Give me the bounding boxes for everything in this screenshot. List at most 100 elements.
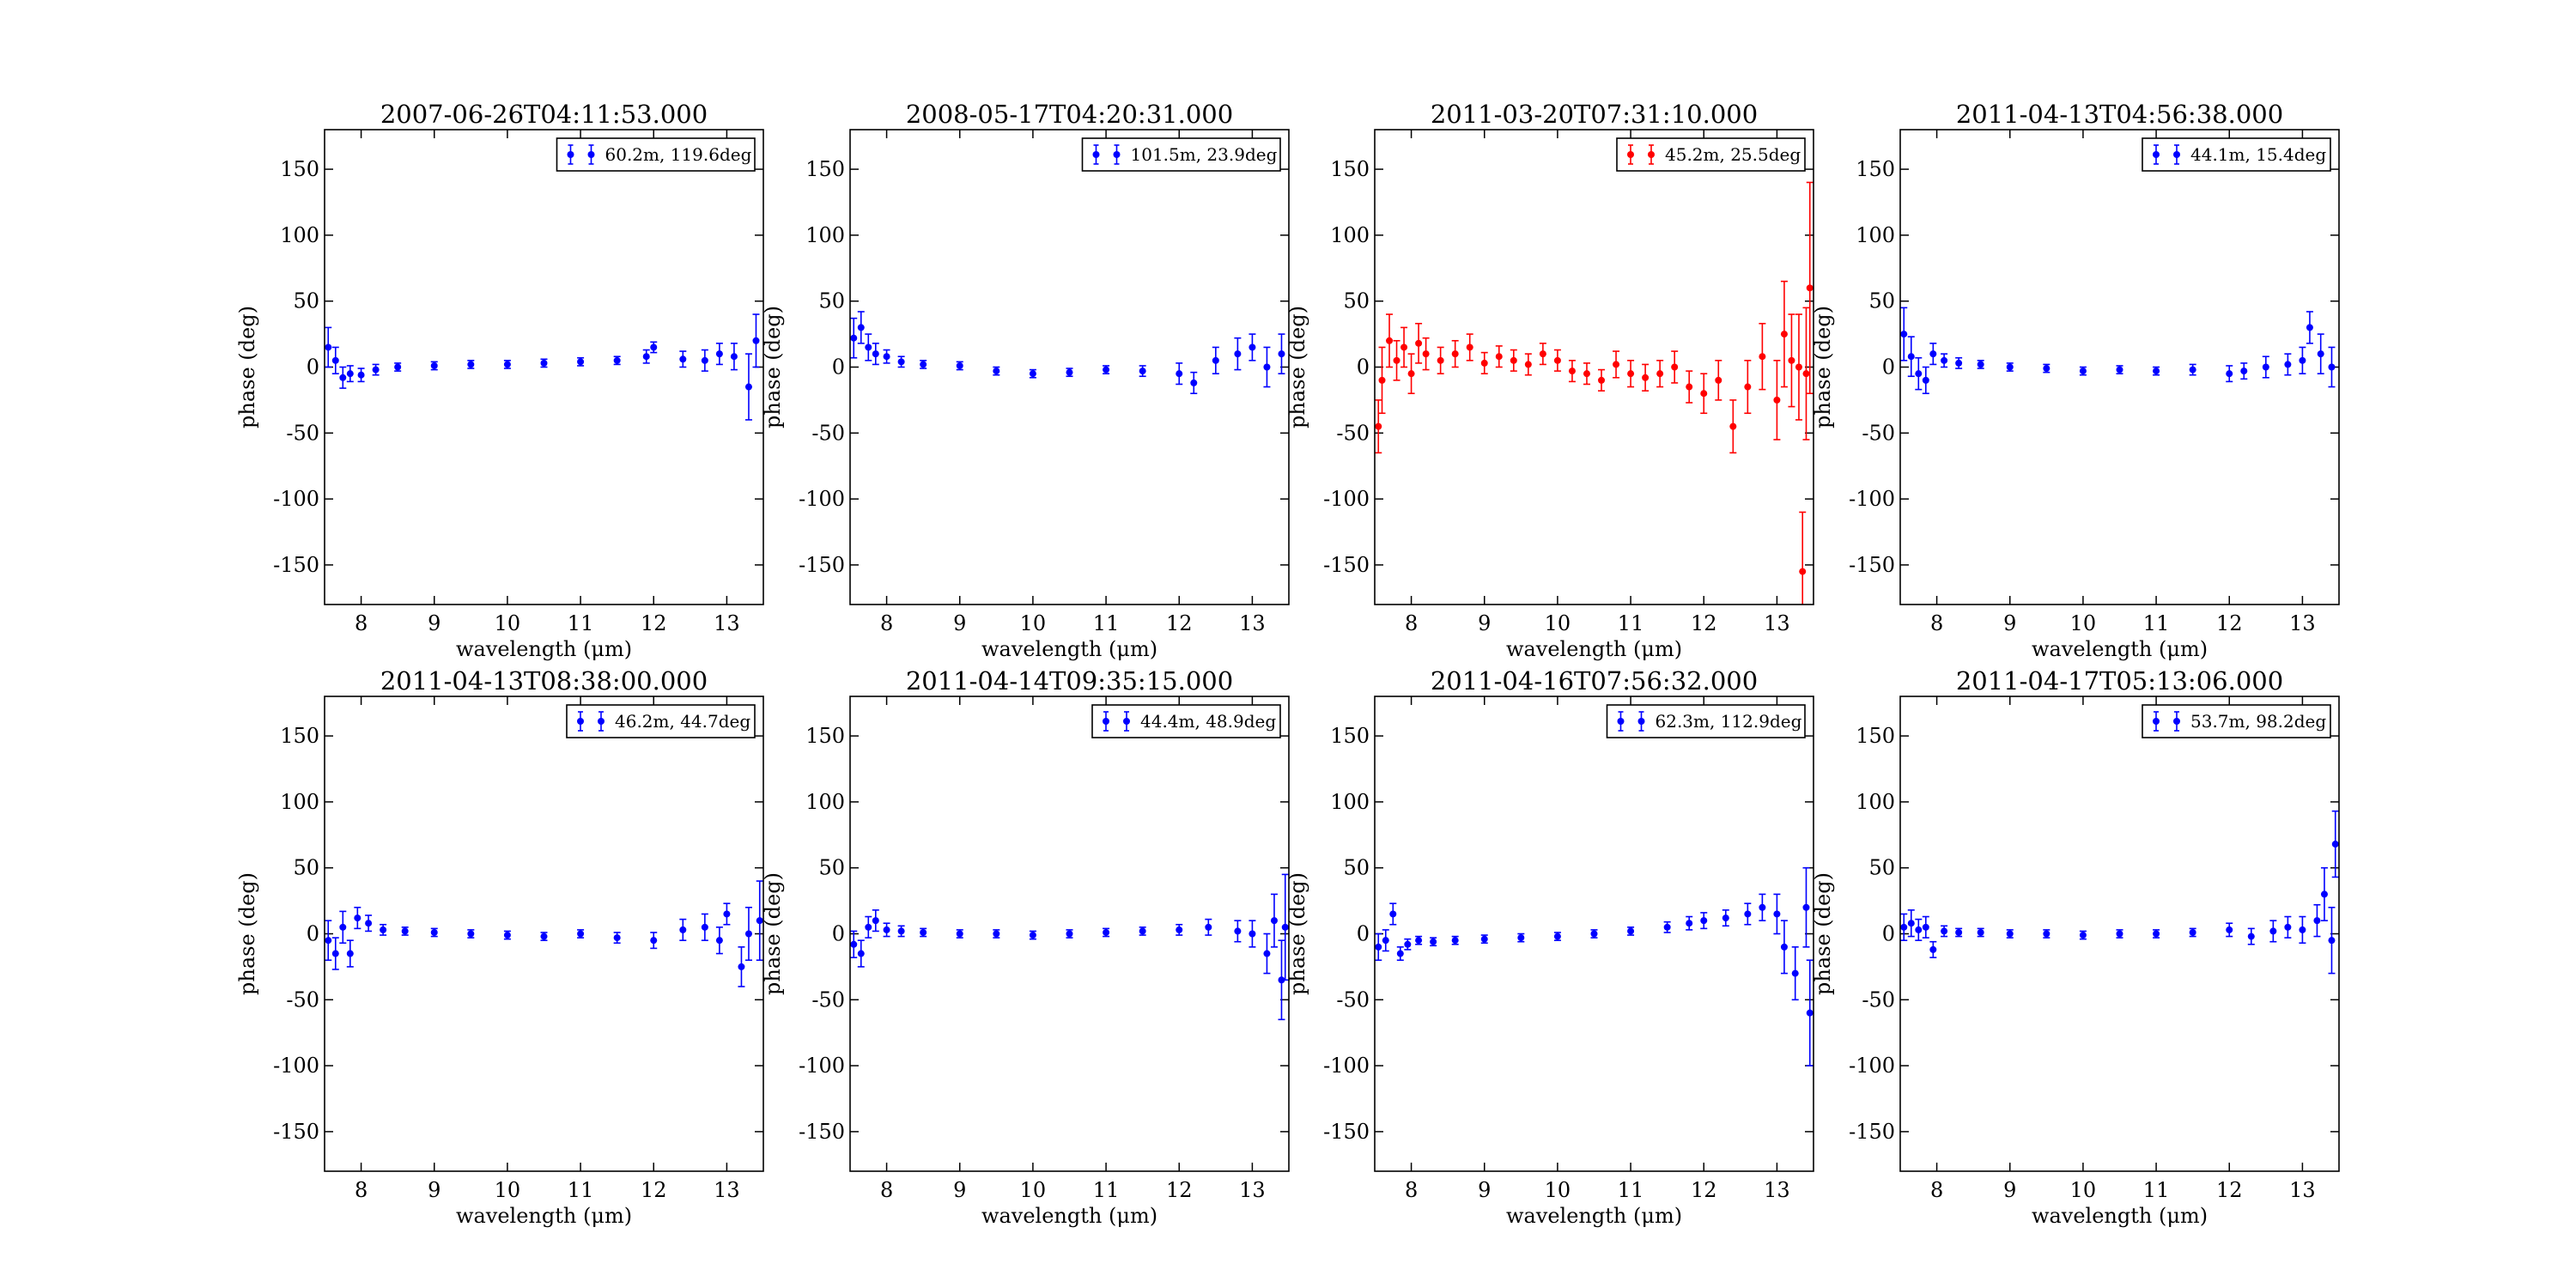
data-point — [1780, 280, 1788, 388]
data-point — [993, 929, 1000, 939]
x-tick-label: 13 — [1239, 611, 1266, 635]
x-axis-label: wavelength (μm) — [2032, 637, 2208, 661]
legend: 45.2m, 25.5deg — [1616, 137, 1806, 172]
data-point — [1278, 333, 1285, 374]
data-point — [1656, 360, 1664, 388]
data-point — [1806, 181, 1814, 395]
y-tick-label: 100 — [1856, 223, 1895, 247]
y-tick-label: 0 — [1357, 922, 1370, 946]
data-point — [1627, 927, 1635, 936]
data-point — [920, 927, 927, 938]
data-point — [1941, 353, 1948, 368]
legend-marker — [1637, 711, 1645, 732]
data-point — [577, 356, 585, 367]
x-tick-label: 9 — [428, 611, 440, 635]
data-point — [2079, 366, 2087, 376]
data-point — [2331, 810, 2339, 878]
y-axis-label: phase (deg) — [761, 306, 785, 428]
subplot-title: 2011-04-13T08:38:00.000 — [380, 666, 708, 696]
legend: 46.2m, 44.7deg — [566, 704, 756, 738]
data-point — [865, 333, 872, 361]
data-point — [2153, 929, 2160, 939]
data-point — [346, 365, 354, 383]
data-point — [1583, 362, 1590, 386]
legend-marker — [1648, 144, 1655, 165]
x-axis-label: wavelength (μm) — [456, 1204, 632, 1228]
data-point — [2226, 365, 2233, 383]
legend-marker — [1617, 711, 1625, 732]
data-point — [1977, 360, 1984, 369]
data-point — [1103, 365, 1110, 374]
data-point — [1671, 350, 1679, 384]
plot-frame — [324, 129, 764, 605]
data-point — [2313, 903, 2321, 938]
x-tick-label: 10 — [2070, 1178, 2097, 1202]
data-point — [1234, 920, 1242, 943]
data-point — [1955, 356, 1963, 369]
data-point — [1281, 873, 1289, 981]
plot-frame — [1899, 696, 2340, 1172]
y-tick-label: -150 — [1849, 1120, 1895, 1144]
x-tick-label: 11 — [1618, 611, 1644, 635]
y-axis-label: phase (deg) — [1285, 872, 1309, 995]
data-point — [1553, 932, 1561, 941]
data-point — [1900, 307, 1908, 361]
legend-marker — [567, 144, 574, 165]
data-point — [1190, 371, 1198, 395]
data-point — [1590, 929, 1598, 939]
data-point — [1598, 368, 1606, 392]
data-point — [1404, 938, 1412, 951]
y-tick-label: -150 — [273, 1120, 319, 1144]
data-point — [2320, 866, 2328, 921]
data-point — [1430, 937, 1437, 947]
y-tick-label: 50 — [293, 856, 319, 880]
data-point — [1510, 349, 1517, 372]
x-tick-label: 8 — [1405, 611, 1418, 635]
x-tick-label: 8 — [1930, 611, 1943, 635]
y-tick-label: -150 — [273, 553, 319, 577]
y-tick-label: 100 — [805, 223, 845, 247]
data-point — [650, 932, 658, 950]
legend-marker — [1092, 144, 1100, 165]
data-point — [1802, 866, 1810, 948]
data-point — [1915, 918, 1923, 941]
y-tick-label: 0 — [832, 355, 845, 380]
legend: 44.4m, 48.9deg — [1091, 704, 1281, 738]
x-tick-label: 11 — [2143, 611, 2170, 635]
x-tick-label: 12 — [1691, 1178, 1717, 1202]
plot-frame — [1374, 696, 1814, 1172]
data-point — [1929, 940, 1937, 958]
data-point — [1066, 929, 1073, 939]
legend-label: 101.5m, 23.9deg — [1131, 144, 1278, 165]
data-point — [1759, 893, 1766, 921]
legend-label: 62.3m, 112.9deg — [1656, 711, 1802, 732]
x-tick-label: 9 — [953, 611, 966, 635]
data-point — [1773, 360, 1781, 440]
y-tick-label: 50 — [1868, 289, 1895, 313]
data-point — [701, 913, 708, 941]
data-point — [1715, 360, 1722, 401]
data-point — [1212, 346, 1219, 374]
data-point — [1955, 927, 1963, 938]
x-tick-label: 11 — [2143, 1178, 2170, 1202]
data-point — [2189, 927, 2196, 938]
y-tick-label: 150 — [1856, 157, 1895, 181]
data-point — [1802, 307, 1810, 440]
data-point — [1415, 935, 1423, 945]
data-point — [467, 929, 475, 939]
y-tick-label: -150 — [1323, 1120, 1370, 1144]
data-point — [744, 353, 752, 421]
y-tick-label: 0 — [307, 355, 319, 380]
data-point — [365, 914, 373, 933]
data-point — [1780, 920, 1788, 975]
y-tick-label: 150 — [805, 724, 845, 748]
y-tick-label: -50 — [286, 421, 319, 445]
y-tick-label: 150 — [280, 157, 319, 181]
subplot-title: 2007-06-26T04:11:53.000 — [380, 100, 708, 129]
data-point — [2240, 362, 2248, 380]
x-tick-label: 9 — [428, 1178, 440, 1202]
data-point — [331, 346, 339, 374]
data-point — [1139, 927, 1146, 936]
y-tick-label: 150 — [1856, 724, 1895, 748]
y-tick-label: 50 — [1343, 856, 1370, 880]
